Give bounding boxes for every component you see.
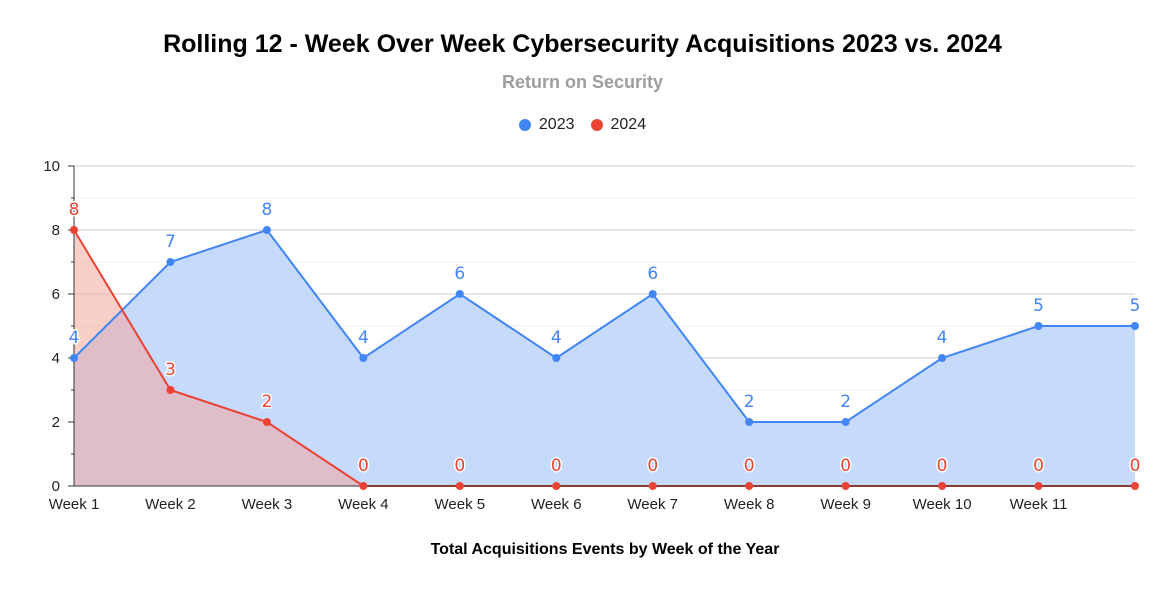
data-point-2023 [648,290,657,298]
data-label-2024: 0 [454,456,465,476]
data-label-2023: 6 [454,264,465,284]
data-point-2024 [166,386,175,394]
data-label-2024: 0 [744,456,755,476]
x-tick-label: Week 6 [531,496,582,513]
data-point-2024 [70,226,78,234]
data-label-2023: 4 [69,328,80,348]
data-label-2024: 0 [840,456,851,476]
data-label-2023: 2 [840,392,851,412]
data-point-2023 [359,354,368,362]
data-point-2024 [648,482,657,490]
data-point-2024 [552,482,561,490]
series-line-2023 [73,228,1135,423]
series-area-2024 [74,230,1135,486]
chart-title: Rolling 12 - Week Over Week Cybersecurit… [163,30,1002,58]
data-point-2024 [745,482,754,490]
data-point-2024 [359,482,368,490]
x-tick-label: Week 5 [435,496,486,513]
data-label-2023: 4 [551,328,562,348]
x-tick-label: Week 11 [1010,496,1068,513]
data-point-2023 [455,290,464,298]
x-tick-label: Week 3 [242,496,293,513]
y-tick-label: 10 [43,158,60,175]
data-point-2024 [455,482,464,490]
data-point-2023 [1034,322,1043,330]
y-tick-label: 8 [52,222,60,239]
data-point-2024 [841,482,850,490]
data-label-2023: 6 [647,264,658,284]
data-point-2023 [745,418,754,426]
x-tick-label: Week 1 [49,496,100,513]
y-tick-label: 2 [52,414,60,431]
legend: 2023 2024 [0,116,1165,134]
x-tick-label: Week 9 [820,496,871,513]
x-tick-label: Week 8 [724,496,775,513]
data-label-2023: 7 [165,232,176,252]
x-tick-label: Week 10 [913,496,972,513]
x-axis-title: Total Acquisitions Events by Week of the… [430,541,780,558]
legend-marker-2023 [518,119,531,131]
data-point-2023 [166,258,175,266]
data-point-2023 [841,418,850,426]
data-label-2024: 2 [261,392,272,412]
legend-item-2023[interactable]: 2023 [518,116,575,134]
data-point-2024 [262,418,271,426]
legend-item-2024[interactable]: 2024 [590,116,647,134]
y-tick-label: 6 [52,286,60,303]
x-tick-label: Week 4 [338,496,389,513]
data-label-2024: 3 [165,360,176,380]
data-label-2024: 0 [551,456,562,476]
data-label-2024: 0 [1033,456,1044,476]
data-point-2023 [1131,322,1139,330]
data-point-2023 [70,354,78,362]
legend-label-2023: 2023 [538,116,575,133]
data-label-2024: 0 [647,456,658,476]
data-point-2023 [938,354,947,362]
data-label-2024: 8 [69,200,80,220]
y-tick-label: 0 [52,478,60,495]
data-label-2023: 4 [358,328,369,348]
data-label-2024: 0 [1130,456,1141,476]
data-label-2023: 5 [1130,296,1141,316]
data-label-2023: 4 [937,328,948,348]
data-label-2023: 5 [1033,296,1044,316]
legend-marker-2024 [590,119,603,131]
data-label-2024: 0 [937,456,948,476]
data-point-2024 [938,482,947,490]
data-point-2023 [262,226,271,234]
data-point-2024 [1131,482,1139,490]
chart-subtitle: Return on Security [501,72,664,92]
data-label-2023: 8 [261,200,272,220]
x-tick-label: Week 2 [145,496,196,513]
data-label-2024: 0 [358,456,369,476]
data-point-2023 [552,354,561,362]
data-point-2024 [1034,482,1043,490]
legend-label-2024: 2024 [610,116,647,133]
series-area-2023 [74,230,1135,486]
y-tick-label: 4 [52,350,60,367]
x-tick-label: Week 7 [627,496,678,513]
data-label-2023: 2 [744,392,755,412]
